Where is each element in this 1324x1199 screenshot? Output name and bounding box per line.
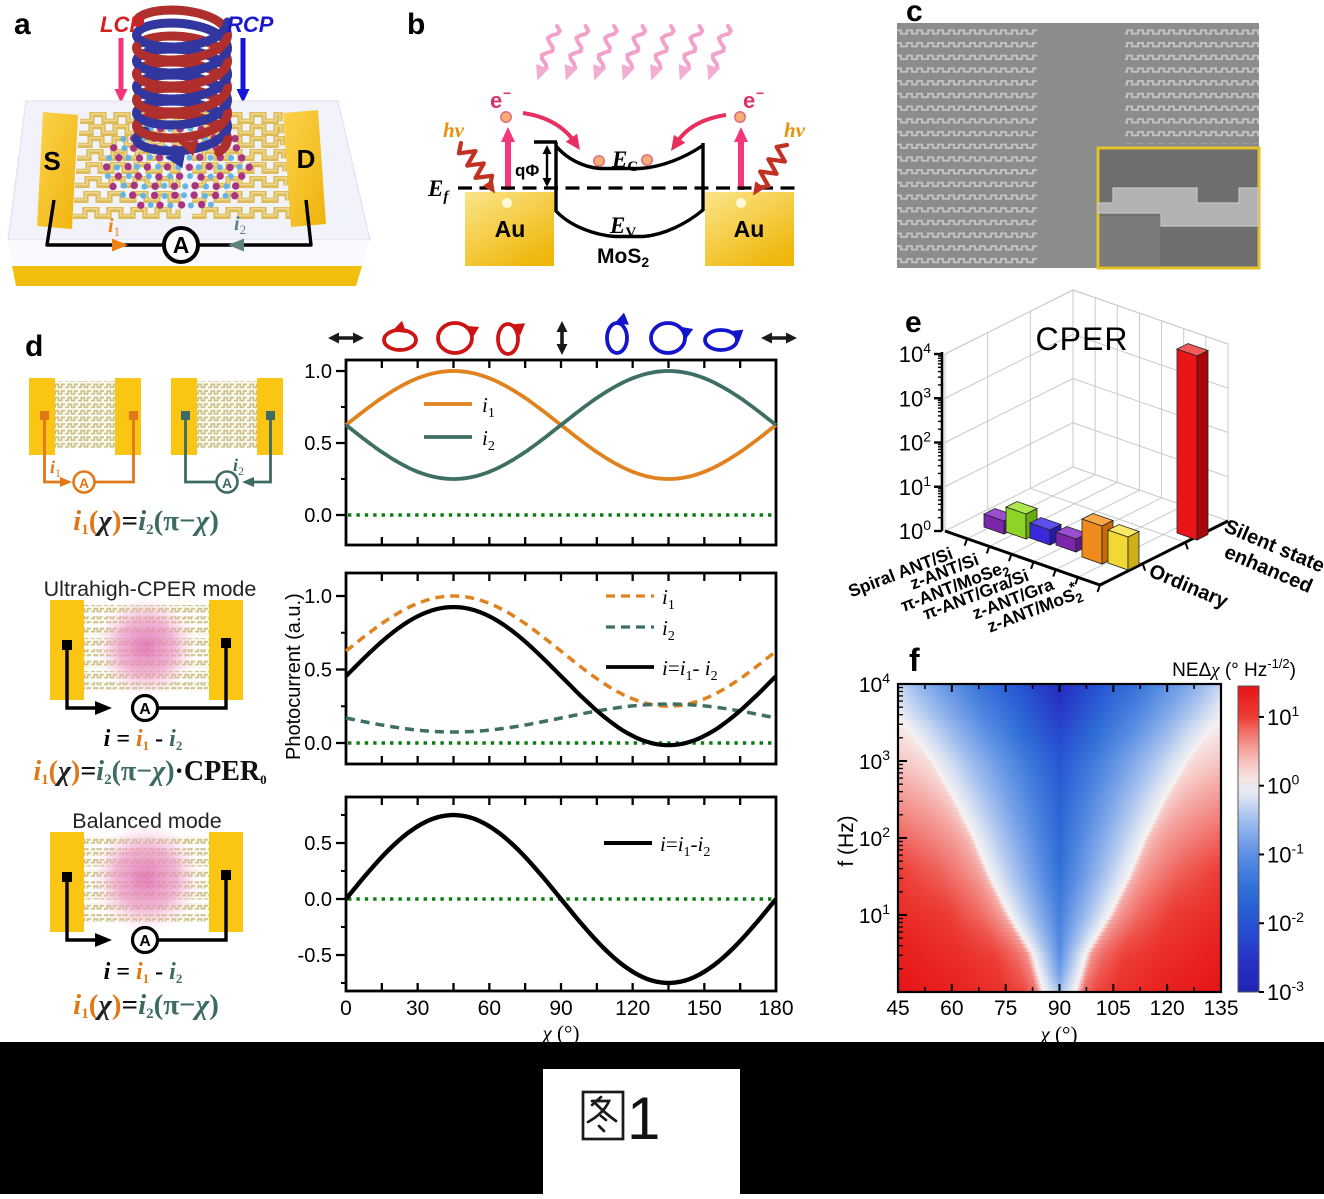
svg-text:Ef: Ef <box>427 176 450 205</box>
svg-text:RCP: RCP <box>227 12 274 37</box>
svg-text:i1: i1 <box>662 585 675 613</box>
svg-text:60: 60 <box>940 997 963 1020</box>
svg-text:i2: i2 <box>482 426 495 454</box>
svg-text:f (Hz): f (Hz) <box>835 815 858 866</box>
svg-text:i = i1 - i2: i = i1 - i2 <box>104 726 183 753</box>
svg-text:e: e <box>905 306 922 339</box>
svg-text:i2: i2 <box>233 455 244 478</box>
svg-text:0.0: 0.0 <box>304 733 332 755</box>
svg-text:S: S <box>43 146 60 176</box>
svg-text:A: A <box>139 701 151 718</box>
svg-text:0.5: 0.5 <box>304 660 332 682</box>
svg-text:104: 104 <box>859 670 890 697</box>
svg-text:LCP: LCP <box>100 12 144 37</box>
svg-text:CPER: CPER <box>1036 321 1129 357</box>
svg-text:EV: EV <box>609 213 636 241</box>
svg-text:EC: EC <box>611 147 638 175</box>
svg-text:60: 60 <box>478 997 501 1020</box>
svg-text:χ (°): χ (°) <box>541 1021 580 1045</box>
svg-text:180: 180 <box>758 997 793 1020</box>
svg-text:Photocurrent (a.u.): Photocurrent (a.u.) <box>283 593 305 760</box>
svg-text:f: f <box>909 642 920 678</box>
svg-text:e: e <box>743 88 755 113</box>
svg-text:qΦ: qΦ <box>515 161 539 180</box>
svg-text:0.5: 0.5 <box>304 833 332 855</box>
svg-text:10-2: 10-2 <box>1267 909 1304 936</box>
svg-text:-0.5: -0.5 <box>298 945 332 967</box>
svg-text:A: A <box>222 475 232 491</box>
svg-text:Ultrahigh-CPER mode: Ultrahigh-CPER mode <box>44 577 257 601</box>
svg-text:i2: i2 <box>662 616 675 644</box>
svg-text:90: 90 <box>549 997 572 1020</box>
svg-text:120: 120 <box>615 997 650 1020</box>
svg-text:i2: i2 <box>234 213 246 237</box>
svg-text:i1: i1 <box>50 457 61 480</box>
svg-text:Au: Au <box>734 216 765 242</box>
svg-text:135: 135 <box>1203 997 1238 1020</box>
svg-text:1.0: 1.0 <box>304 586 332 608</box>
svg-text:1.0: 1.0 <box>304 361 332 383</box>
svg-text:30: 30 <box>406 997 429 1020</box>
svg-text:i1: i1 <box>108 215 120 239</box>
svg-text:hν: hν <box>784 118 806 142</box>
svg-text:105: 105 <box>1096 997 1131 1020</box>
svg-text:MoS2: MoS2 <box>597 245 649 270</box>
svg-text:c: c <box>906 0 923 28</box>
svg-text:75: 75 <box>994 997 1017 1020</box>
svg-text:e: e <box>490 88 502 113</box>
svg-text:150: 150 <box>687 997 722 1020</box>
svg-text:A: A <box>173 232 190 258</box>
svg-text:i1: i1 <box>482 393 495 421</box>
svg-text:90: 90 <box>1048 997 1071 1020</box>
svg-text:i=i1-i2: i=i1-i2 <box>660 832 710 860</box>
svg-text:i = i1 - i2: i = i1 - i2 <box>104 959 183 986</box>
svg-text:120: 120 <box>1150 997 1185 1020</box>
svg-text:b: b <box>407 8 425 41</box>
svg-text:1: 1 <box>627 1085 660 1152</box>
svg-text:10-3: 10-3 <box>1267 978 1304 1005</box>
svg-text:A: A <box>139 933 151 950</box>
svg-text:hν: hν <box>443 118 465 142</box>
svg-text:0.0: 0.0 <box>304 889 332 911</box>
svg-text:a: a <box>14 8 31 41</box>
svg-text:i1(χ)=i2(π−χ): i1(χ)=i2(π−χ) <box>73 505 219 538</box>
svg-text:d: d <box>25 330 43 363</box>
svg-text:−: − <box>503 85 511 101</box>
svg-text:45: 45 <box>886 997 909 1020</box>
svg-text:0.0: 0.0 <box>304 505 332 527</box>
svg-text:A: A <box>79 475 89 491</box>
svg-text:i1(χ)=i2(π−χ)·CPER0: i1(χ)=i2(π−χ)·CPER0 <box>33 756 266 788</box>
svg-text:D: D <box>297 144 316 174</box>
svg-text:0: 0 <box>340 997 352 1020</box>
svg-text:0.5: 0.5 <box>304 433 332 455</box>
svg-text:i1(χ)=i2(π−χ): i1(χ)=i2(π−χ) <box>73 989 219 1022</box>
svg-text:Au: Au <box>495 216 526 242</box>
svg-text:−: − <box>756 85 764 101</box>
